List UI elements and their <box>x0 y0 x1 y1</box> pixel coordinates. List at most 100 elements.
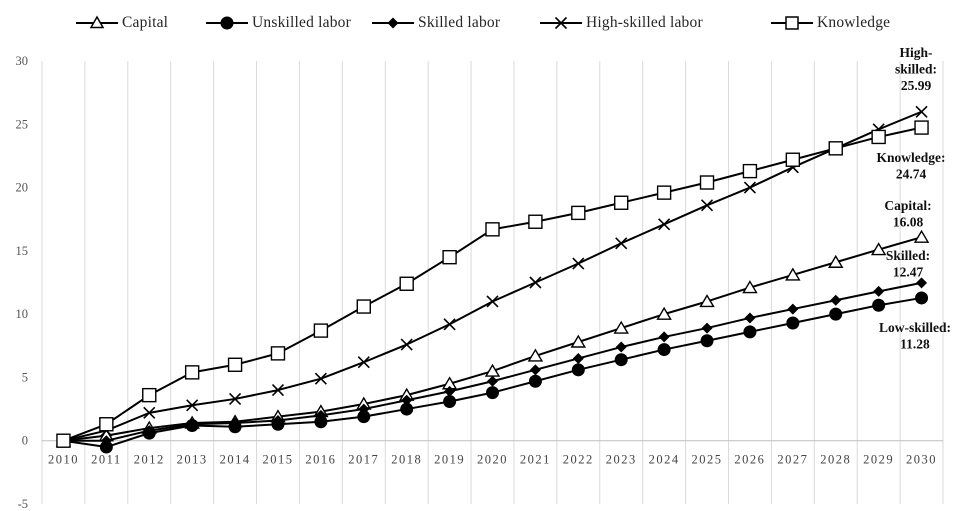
annotation-label: 25.99 <box>901 78 932 93</box>
data-point <box>915 291 929 305</box>
x-tick-label: 2021 <box>520 453 551 467</box>
legend-label: Capital <box>122 14 169 31</box>
x-tick-label: 2016 <box>305 453 336 467</box>
data-point <box>870 242 887 256</box>
annotation-label: Skilled: <box>886 248 930 263</box>
x-tick-label: 2027 <box>777 453 808 467</box>
data-point <box>914 120 929 135</box>
data-point <box>700 199 714 212</box>
data-point <box>229 392 242 406</box>
data-point <box>486 295 499 308</box>
data-point <box>830 294 842 306</box>
data-point <box>227 357 243 372</box>
data-point <box>228 420 242 434</box>
y-tick-label: 20 <box>16 181 29 195</box>
circle-filled-icon <box>206 16 248 30</box>
data-point <box>313 323 329 338</box>
x-tick-label: 2025 <box>692 453 723 467</box>
data-point <box>401 394 413 406</box>
y-tick-label: 15 <box>16 244 29 258</box>
data-point <box>915 105 928 118</box>
series-knowledge <box>56 120 929 448</box>
series-layer <box>55 105 930 454</box>
annotation-label: 24.74 <box>896 167 927 182</box>
data-point <box>142 426 156 440</box>
data-point <box>484 363 501 377</box>
x-tick-label: 2015 <box>262 453 293 467</box>
data-point <box>785 267 801 281</box>
x-tick-label: 2014 <box>220 453 251 467</box>
data-point <box>271 417 285 431</box>
legend-item-high-skilled-labor: High-skilled labor <box>540 9 703 37</box>
data-point <box>357 410 371 424</box>
data-point <box>572 352 584 364</box>
data-point <box>184 365 200 380</box>
data-point <box>270 346 286 361</box>
x-tick-label: 2029 <box>863 453 894 467</box>
triangle-open-icon <box>76 15 118 29</box>
data-point <box>872 298 886 312</box>
x-tick-label: 2012 <box>134 453 165 467</box>
x-tick-label: 2013 <box>177 453 208 467</box>
data-point <box>572 257 585 270</box>
y-tick-label: 0 <box>22 434 28 448</box>
data-point <box>828 141 843 156</box>
data-point <box>143 406 156 419</box>
legend-item-capital: Capital <box>76 9 168 37</box>
data-point <box>571 205 586 221</box>
data-point <box>314 372 327 385</box>
data-point <box>787 303 799 315</box>
data-point <box>186 399 199 412</box>
data-point <box>56 433 71 448</box>
legend-item-skilled-labor: Skilled labor <box>372 9 500 37</box>
data-point <box>528 214 543 229</box>
annotation-label: Low-skilled: <box>879 320 951 335</box>
x-tick-label: 2017 <box>348 453 379 467</box>
data-point <box>873 285 885 297</box>
data-point <box>743 325 757 339</box>
data-point <box>913 229 930 243</box>
x-tick-label: 2019 <box>434 453 465 467</box>
data-point <box>701 322 713 334</box>
data-point <box>656 185 672 200</box>
y-tick-label: 25 <box>16 117 29 131</box>
annotation-label: Capital: <box>884 198 931 213</box>
data-point <box>828 254 844 268</box>
data-point <box>871 129 886 145</box>
x-tick-label: 2010 <box>48 453 79 467</box>
data-point <box>443 394 457 408</box>
data-point <box>700 334 714 348</box>
x-tick-label: 2024 <box>649 453 680 467</box>
data-point <box>486 386 499 400</box>
legend-label: Unskilled labor <box>252 14 351 31</box>
x-tick-label: 2018 <box>391 453 422 467</box>
data-point <box>658 218 671 231</box>
data-point <box>916 277 928 289</box>
data-point <box>400 402 414 416</box>
data-point <box>99 417 114 432</box>
data-point <box>699 294 715 308</box>
data-point <box>99 440 113 454</box>
data-point <box>444 385 456 397</box>
data-point <box>571 363 585 377</box>
annotation-label: Knowledge: <box>877 150 946 165</box>
data-point <box>185 419 199 433</box>
annotations: High-skilled:25.99 Knowledge: 24.74 Capital… <box>877 45 952 352</box>
data-point <box>658 331 670 343</box>
data-point <box>529 364 541 376</box>
data-point <box>443 318 456 331</box>
series-capital <box>55 229 930 447</box>
series-unskilled-labor <box>56 291 929 454</box>
data-point <box>614 353 628 367</box>
data-point <box>657 343 671 357</box>
x-tick-label: 2028 <box>820 453 851 467</box>
square-open-icon <box>771 16 813 30</box>
annotation-label: High- <box>899 45 932 60</box>
data-point <box>487 375 498 387</box>
legend: Capital Unskilled labor Skilled labor Hi… <box>0 9 963 37</box>
data-point <box>744 312 756 324</box>
annotation-label: skilled: <box>895 62 937 77</box>
data-point <box>613 320 629 334</box>
data-point <box>528 374 542 388</box>
